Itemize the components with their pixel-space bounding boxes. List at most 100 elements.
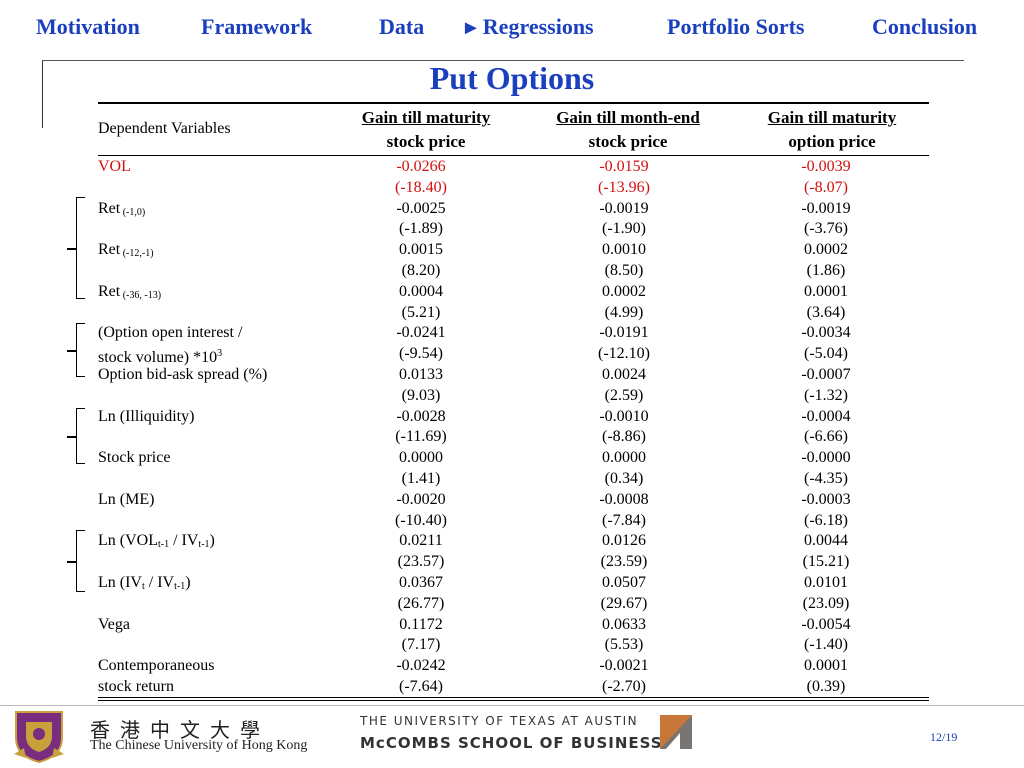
label-text: VOL xyxy=(98,158,131,175)
label-text: Ret xyxy=(98,282,121,300)
dependent-variables-label: Dependent Variables xyxy=(98,120,231,137)
frame-vertical-line xyxy=(42,60,43,128)
t-statistic: (5.53) xyxy=(604,636,644,654)
coefficient: -0.0242 xyxy=(396,657,446,675)
t-statistic: (-3.76) xyxy=(804,220,848,238)
nav-portfolio-sorts[interactable]: Portfolio Sorts xyxy=(667,14,805,39)
coefficient: 0.0507 xyxy=(602,574,646,591)
column-header-3-line2: option price xyxy=(788,132,876,151)
row-label: Ret (-12,-1) xyxy=(98,240,154,264)
row-label: Contemporaneous xyxy=(98,656,214,676)
t-statistic: (0.34) xyxy=(604,470,644,487)
coefficient: 0.0002 xyxy=(602,282,646,300)
label-subscript: t xyxy=(141,581,145,592)
coefficient: -0.0241 xyxy=(396,324,446,342)
coefficient: -0.0000 xyxy=(801,449,851,467)
coefficient: 0.0002 xyxy=(804,241,848,259)
row-label: Ln (IVt / IVt-1) xyxy=(98,573,191,597)
t-statistic: (-10.40) xyxy=(395,511,447,529)
coefficient: 0.0633 xyxy=(602,615,646,633)
label-text: Ln (ME) xyxy=(98,490,155,508)
column-header-3: Gain till maturity option price xyxy=(732,106,932,154)
row-label: Ln (Illiquidity) xyxy=(98,407,194,427)
coefficient: 0.0211 xyxy=(399,532,443,550)
current-section-arrow-icon: ► xyxy=(461,17,481,39)
row-label: Ln (ME) xyxy=(98,490,154,510)
row-label-line2: stock return xyxy=(98,677,174,697)
ut-austin-name: THE UNIVERSITY OF TEXAS AT AUSTIN xyxy=(360,714,639,728)
t-statistic: (-8.86) xyxy=(602,428,646,446)
t-statistic: (-11.69) xyxy=(395,428,447,446)
t-statistic: (23.57) xyxy=(397,553,445,571)
t-statistic: (4.99) xyxy=(604,303,644,321)
t-statistic: (-6.18) xyxy=(804,511,848,529)
t-statistic: (1.86) xyxy=(806,262,846,279)
label-text: Ret xyxy=(98,199,121,217)
nav-motivation[interactable]: Motivation xyxy=(36,14,140,39)
coefficient: -0.0021 xyxy=(599,657,649,675)
t-statistic: (-18.40) xyxy=(395,178,447,196)
column-header-2-line1: Gain till month-end xyxy=(556,108,700,127)
t-statistic: (-7.84) xyxy=(602,511,646,529)
page-number: 12/19 xyxy=(930,730,958,744)
coefficient: -0.0019 xyxy=(599,199,649,217)
label-subscript: (-12,-1) xyxy=(120,248,154,260)
label-text: Vega xyxy=(98,615,130,633)
row-label: Vega xyxy=(98,615,130,635)
section-nav: Motivation Framework Data ►Regressions P… xyxy=(0,14,1024,44)
coefficient: 0.0004 xyxy=(399,282,443,300)
t-statistic: (15.21) xyxy=(802,553,850,571)
bracket-option-liquidity xyxy=(67,323,85,377)
t-statistic: (8.50) xyxy=(604,262,644,279)
nav-framework[interactable]: Framework xyxy=(201,14,313,39)
coefficient: -0.0004 xyxy=(801,407,851,425)
label-text: / IV xyxy=(169,532,199,550)
t-statistic: (-1.32) xyxy=(804,386,848,404)
footer-divider xyxy=(0,705,1024,706)
label-text: Ln (VOL xyxy=(98,532,158,550)
coefficient: 0.0000 xyxy=(399,449,443,467)
label-text: Contemporaneous xyxy=(98,657,215,675)
t-statistic: (29.67) xyxy=(600,594,648,612)
mccombs-logo-icon xyxy=(660,715,692,749)
t-statistic: (-8.07) xyxy=(804,178,848,196)
bracket-stock-liquidity xyxy=(67,408,85,464)
t-statistic: (-12.10) xyxy=(598,345,650,363)
row-label: Ln (VOLt-1 / IVt-1) xyxy=(98,531,215,555)
t-statistic: (-13.96) xyxy=(598,178,650,196)
label-subscript: t-1 xyxy=(174,581,186,592)
coefficient: -0.0034 xyxy=(801,324,851,342)
slide-title: Put Options xyxy=(429,60,595,96)
t-statistic: (2.59) xyxy=(604,386,644,404)
coefficient: -0.0020 xyxy=(396,490,446,508)
coefficient: -0.0266 xyxy=(396,158,446,175)
nav-conclusion[interactable]: Conclusion xyxy=(872,14,978,39)
nav-data[interactable]: Data xyxy=(379,14,425,39)
row-label: Ret (-1,0) xyxy=(98,199,145,223)
t-statistic: (-1.90) xyxy=(602,220,646,238)
coefficient: -0.0007 xyxy=(801,366,851,383)
cuhk-chinese-name: 香港中文大學 xyxy=(90,718,270,742)
label-text: Ln (Illiquidity) xyxy=(98,407,195,425)
column-header-1-line2: stock price xyxy=(386,132,466,151)
coefficient: 0.0367 xyxy=(399,574,443,591)
row-label: Ret (-36, -13) xyxy=(98,282,161,306)
nav-regressions[interactable]: ►Regressions xyxy=(461,14,594,40)
table-bottom-rule-2 xyxy=(98,700,929,701)
label-text: stock volume) *10 xyxy=(98,349,218,367)
t-statistic: (8.20) xyxy=(401,262,441,279)
t-statistic: (-2.70) xyxy=(602,678,646,695)
coefficient: 0.0015 xyxy=(399,241,443,259)
t-statistic: (26.77) xyxy=(397,594,445,612)
table-bottom-rule-1 xyxy=(98,697,929,698)
t-statistic: (0.39) xyxy=(806,678,846,695)
t-statistic: (-9.54) xyxy=(399,345,443,363)
label-superscript: 3 xyxy=(217,348,223,360)
coefficient: -0.0010 xyxy=(599,407,649,425)
t-statistic: (-5.04) xyxy=(804,345,848,363)
t-statistic: (7.17) xyxy=(401,636,441,654)
coefficient: 0.0133 xyxy=(399,366,443,383)
t-statistic: (-1.89) xyxy=(399,220,443,238)
label-text: (Option open interest / xyxy=(98,324,243,342)
coefficient: 0.0044 xyxy=(804,532,848,550)
